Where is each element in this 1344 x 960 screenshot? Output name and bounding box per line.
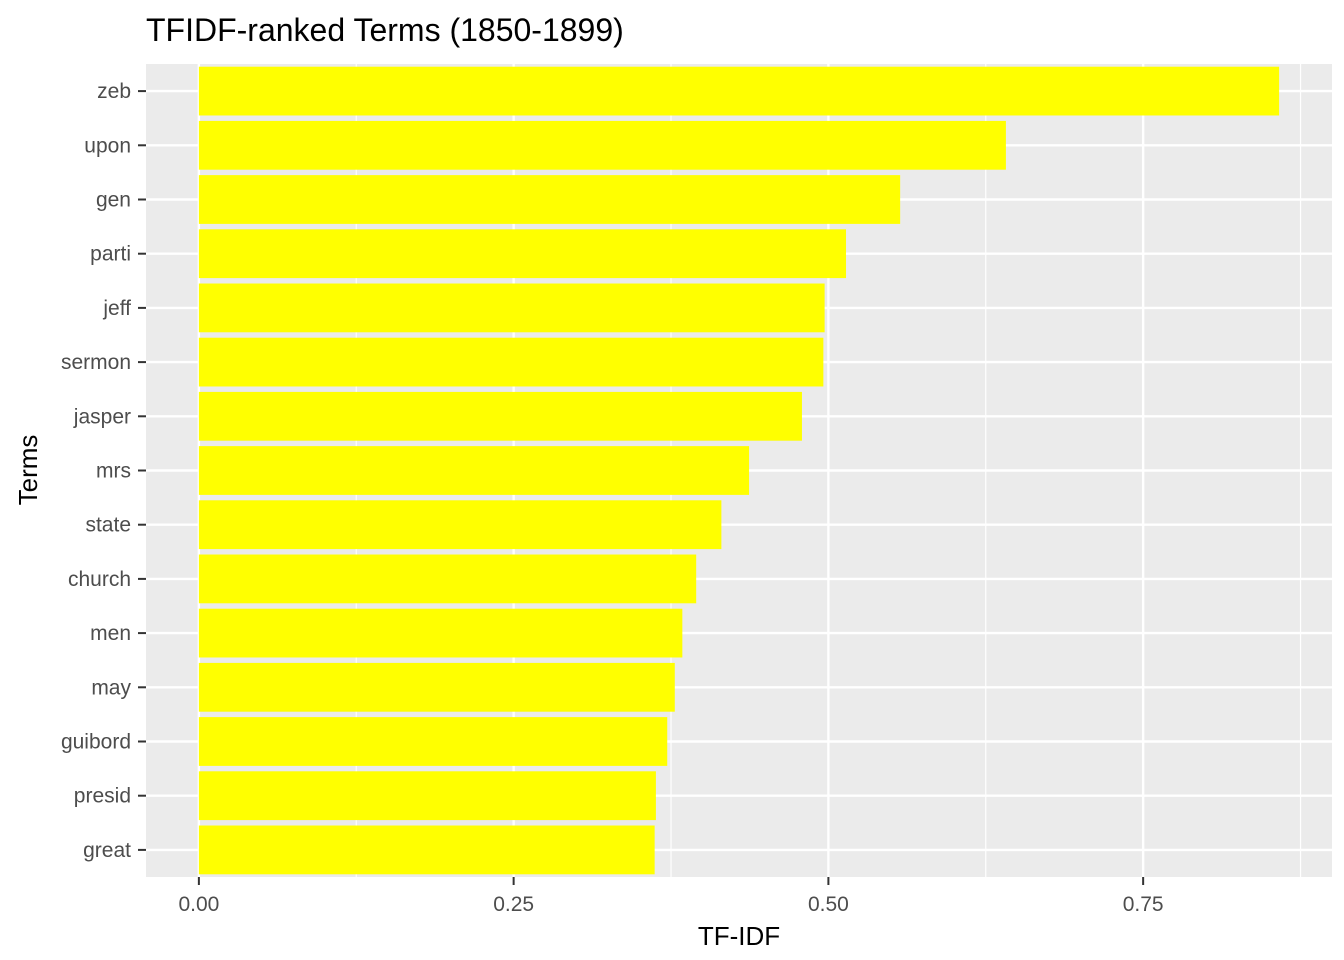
y-tick-label: mrs <box>96 460 131 483</box>
y-tick-label: guibord <box>61 731 131 754</box>
y-tick-label: parti <box>90 243 131 266</box>
y-tick-label: sermon <box>61 351 131 374</box>
y-tick-label: men <box>90 622 131 645</box>
bars <box>198 66 1280 875</box>
bar-jasper <box>198 391 802 441</box>
bar-gen <box>198 175 901 224</box>
bar-upon <box>198 120 1006 170</box>
y-tick-label: great <box>83 839 131 862</box>
y-tick-label: may <box>91 676 131 699</box>
bar-men <box>198 608 683 658</box>
x-tick-label: 0.25 <box>493 893 534 916</box>
y-tick-label: zeb <box>97 80 131 103</box>
x-tick-label: 0.50 <box>808 893 849 916</box>
bar-parti <box>198 229 847 279</box>
x-axis-title: TF-IDF <box>698 921 780 951</box>
y-axis-title: Terms <box>13 435 43 506</box>
bar-jeff <box>198 283 825 333</box>
y-tick-label: jeff <box>102 297 131 320</box>
bar-church <box>198 554 697 604</box>
x-axis: 0.00 0.25 0.50 0.75 <box>178 877 1164 916</box>
y-tick-label: church <box>68 568 131 591</box>
bar-guibord <box>198 717 668 766</box>
x-tick-label: 0.75 <box>1123 893 1164 916</box>
bar-zeb <box>198 66 1280 116</box>
y-tick-label: upon <box>84 134 131 157</box>
y-tick-label: jasper <box>73 405 131 428</box>
bar-presid <box>198 771 656 821</box>
y-tick-label: presid <box>74 785 131 808</box>
x-tick-label: 0.00 <box>178 893 219 916</box>
chart-title: TFIDF-ranked Terms (1850-1899) <box>146 12 624 48</box>
bar-mrs <box>198 446 750 495</box>
y-tick-label: state <box>85 514 131 537</box>
bar-state <box>198 500 722 550</box>
bar-great <box>198 825 655 875</box>
y-tick-label: gen <box>96 189 131 212</box>
bar-sermon <box>198 337 824 387</box>
y-axis: zeb upon gen parti jeff sermon jasper mrs state c… <box>61 80 146 862</box>
bar-may <box>198 662 675 712</box>
